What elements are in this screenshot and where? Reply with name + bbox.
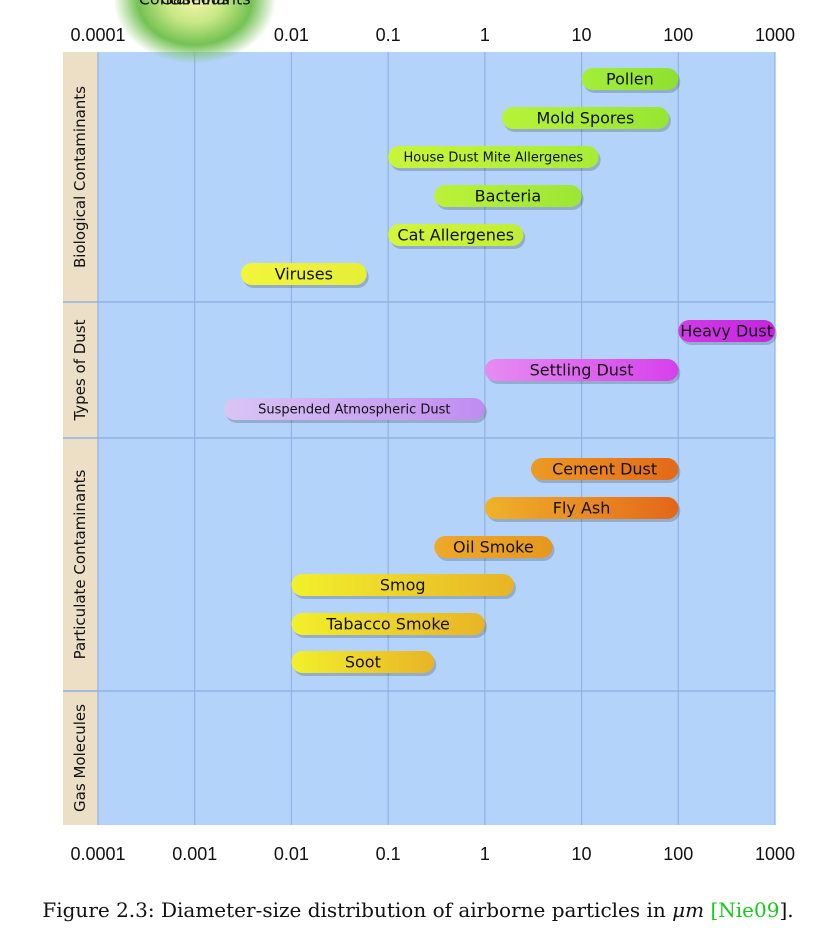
gaseous-contaminants-blob — [113, 0, 276, 64]
figure-caption: Figure 2.3: Diameter-size distribution o… — [0, 898, 836, 922]
caption-text: Figure 2.3: Diameter-size distribution o… — [42, 898, 673, 922]
bottom-tick-label: 100 — [663, 844, 693, 864]
bar-suspended-atmospheric-dust — [223, 398, 485, 420]
bar-label-suspended-atmospheric-dust: Suspended Atmospheric Dust — [258, 403, 450, 418]
top-tick-label: 10 — [572, 25, 592, 45]
bar-pollen — [581, 68, 679, 90]
bottom-tick-label: 0.1 — [376, 844, 401, 864]
bar-soot — [291, 651, 435, 673]
bar-label-smog: Smog — [380, 576, 426, 595]
top-tick-label: 0.01 — [274, 25, 309, 45]
bar-label-oil-smoke: Oil Smoke — [453, 538, 534, 557]
bottom-tick-label: 10 — [572, 844, 592, 864]
group-label: Types of Dust — [71, 319, 89, 421]
bar-mold-spores — [501, 107, 669, 129]
bottom-tick-label: 0.01 — [274, 844, 309, 864]
bar-smog — [291, 574, 514, 596]
bar-label-soot: Soot — [345, 653, 381, 672]
bar-settling-dust — [484, 359, 679, 381]
caption-cite-open: [ — [710, 898, 719, 922]
caption-unit: μm — [672, 898, 705, 922]
group-label: Particulate Contaminants — [71, 469, 89, 659]
top-tick-label: 0.1 — [376, 25, 401, 45]
bar-viruses — [240, 263, 367, 285]
bar-house-dust-mite-allergenes — [388, 146, 599, 168]
bar-label-viruses: Viruses — [275, 265, 333, 284]
top-tick-label: 1 — [480, 25, 490, 45]
bar-label-tabacco-smoke: Tabacco Smoke — [325, 615, 449, 634]
particle-size-chart: 0.00010.00010.0010.0010.010.010.10.11110… — [63, 0, 795, 864]
bottom-tick-label: 1000 — [755, 844, 795, 864]
bar-label-pollen: Pollen — [606, 70, 654, 89]
bar-label-cement-dust: Cement Dust — [552, 460, 657, 479]
bar-heavy-dust — [678, 320, 775, 342]
group-label: Biological Contaminants — [71, 86, 89, 268]
caption-cite-link[interactable]: Nie09 — [718, 898, 780, 922]
blob-label-line1: Gaseous — [160, 0, 229, 9]
bar-cat-allergenes — [388, 224, 524, 246]
blob-label-line2: Contaminants — [139, 0, 251, 9]
bar-label-cat-allergenes: Cat Allergenes — [397, 226, 514, 245]
bar-label-fly-ash: Fly Ash — [553, 499, 611, 518]
group-label: Gas Molecules — [71, 704, 89, 812]
bar-label-bacteria: Bacteria — [475, 187, 542, 206]
bar-label-house-dust-mite-allergenes: House Dust Mite Allergenes — [404, 151, 584, 166]
bar-oil-smoke — [434, 536, 553, 558]
top-tick-label: 0.0001 — [70, 25, 125, 45]
bar-tabacco-smoke — [291, 613, 485, 635]
bottom-tick-label: 0.0001 — [70, 844, 125, 864]
top-tick-label: 1000 — [755, 25, 795, 45]
bottom-tick-label: 1 — [480, 844, 490, 864]
top-tick-label: 100 — [663, 25, 693, 45]
caption-cite-close: ]. — [779, 898, 794, 922]
bar-label-mold-spores: Mold Spores — [537, 109, 635, 128]
bar-cement-dust — [531, 458, 679, 480]
bar-fly-ash — [484, 497, 679, 519]
bar-bacteria — [434, 185, 582, 207]
bar-label-heavy-dust: Heavy Dust — [680, 322, 773, 341]
bar-label-settling-dust: Settling Dust — [530, 361, 634, 380]
bottom-tick-label: 0.001 — [172, 844, 217, 864]
